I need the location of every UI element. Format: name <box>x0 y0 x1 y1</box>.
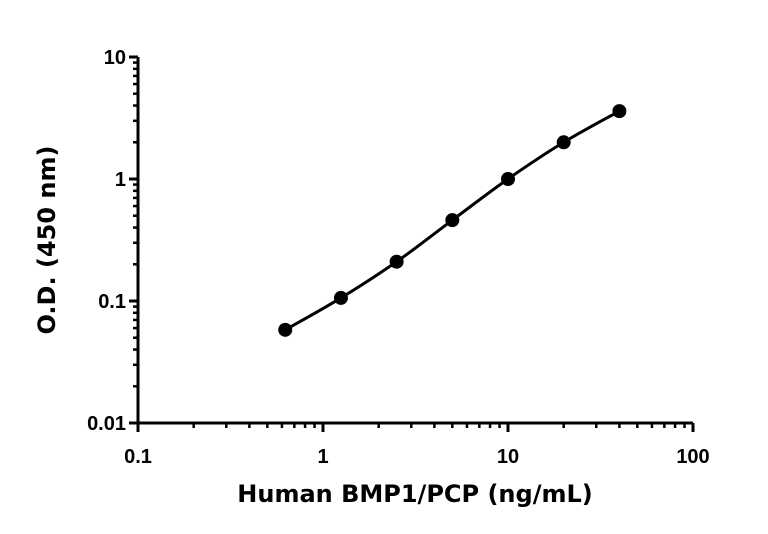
y-tick-labels: 0.01 0.1 1 10 <box>87 47 126 435</box>
axes <box>129 55 695 432</box>
x-tick-label: 100 <box>676 446 709 468</box>
data-points <box>278 104 627 337</box>
x-tick-labels: 0.1 1 10 100 <box>124 446 710 468</box>
data-point <box>333 290 348 305</box>
x-axis-title: Human BMP1/PCP (ng/mL) <box>237 480 592 508</box>
y-tick-label: 1 <box>115 169 126 191</box>
data-point <box>501 172 515 186</box>
y-tick-label: 10 <box>104 47 126 69</box>
data-point <box>445 213 460 228</box>
x-tick-label: 1 <box>317 446 328 468</box>
data-point <box>278 322 293 337</box>
data-point <box>612 104 627 119</box>
x-tick-label: 0.1 <box>124 446 152 468</box>
y-tick-label: 0.1 <box>98 291 126 313</box>
data-point <box>556 135 571 150</box>
data-point <box>389 254 404 269</box>
x-tick-label: 10 <box>497 446 519 468</box>
y-axis-title: O.D. (450 nm) <box>33 146 61 335</box>
y-tick-label: 0.01 <box>87 413 126 435</box>
